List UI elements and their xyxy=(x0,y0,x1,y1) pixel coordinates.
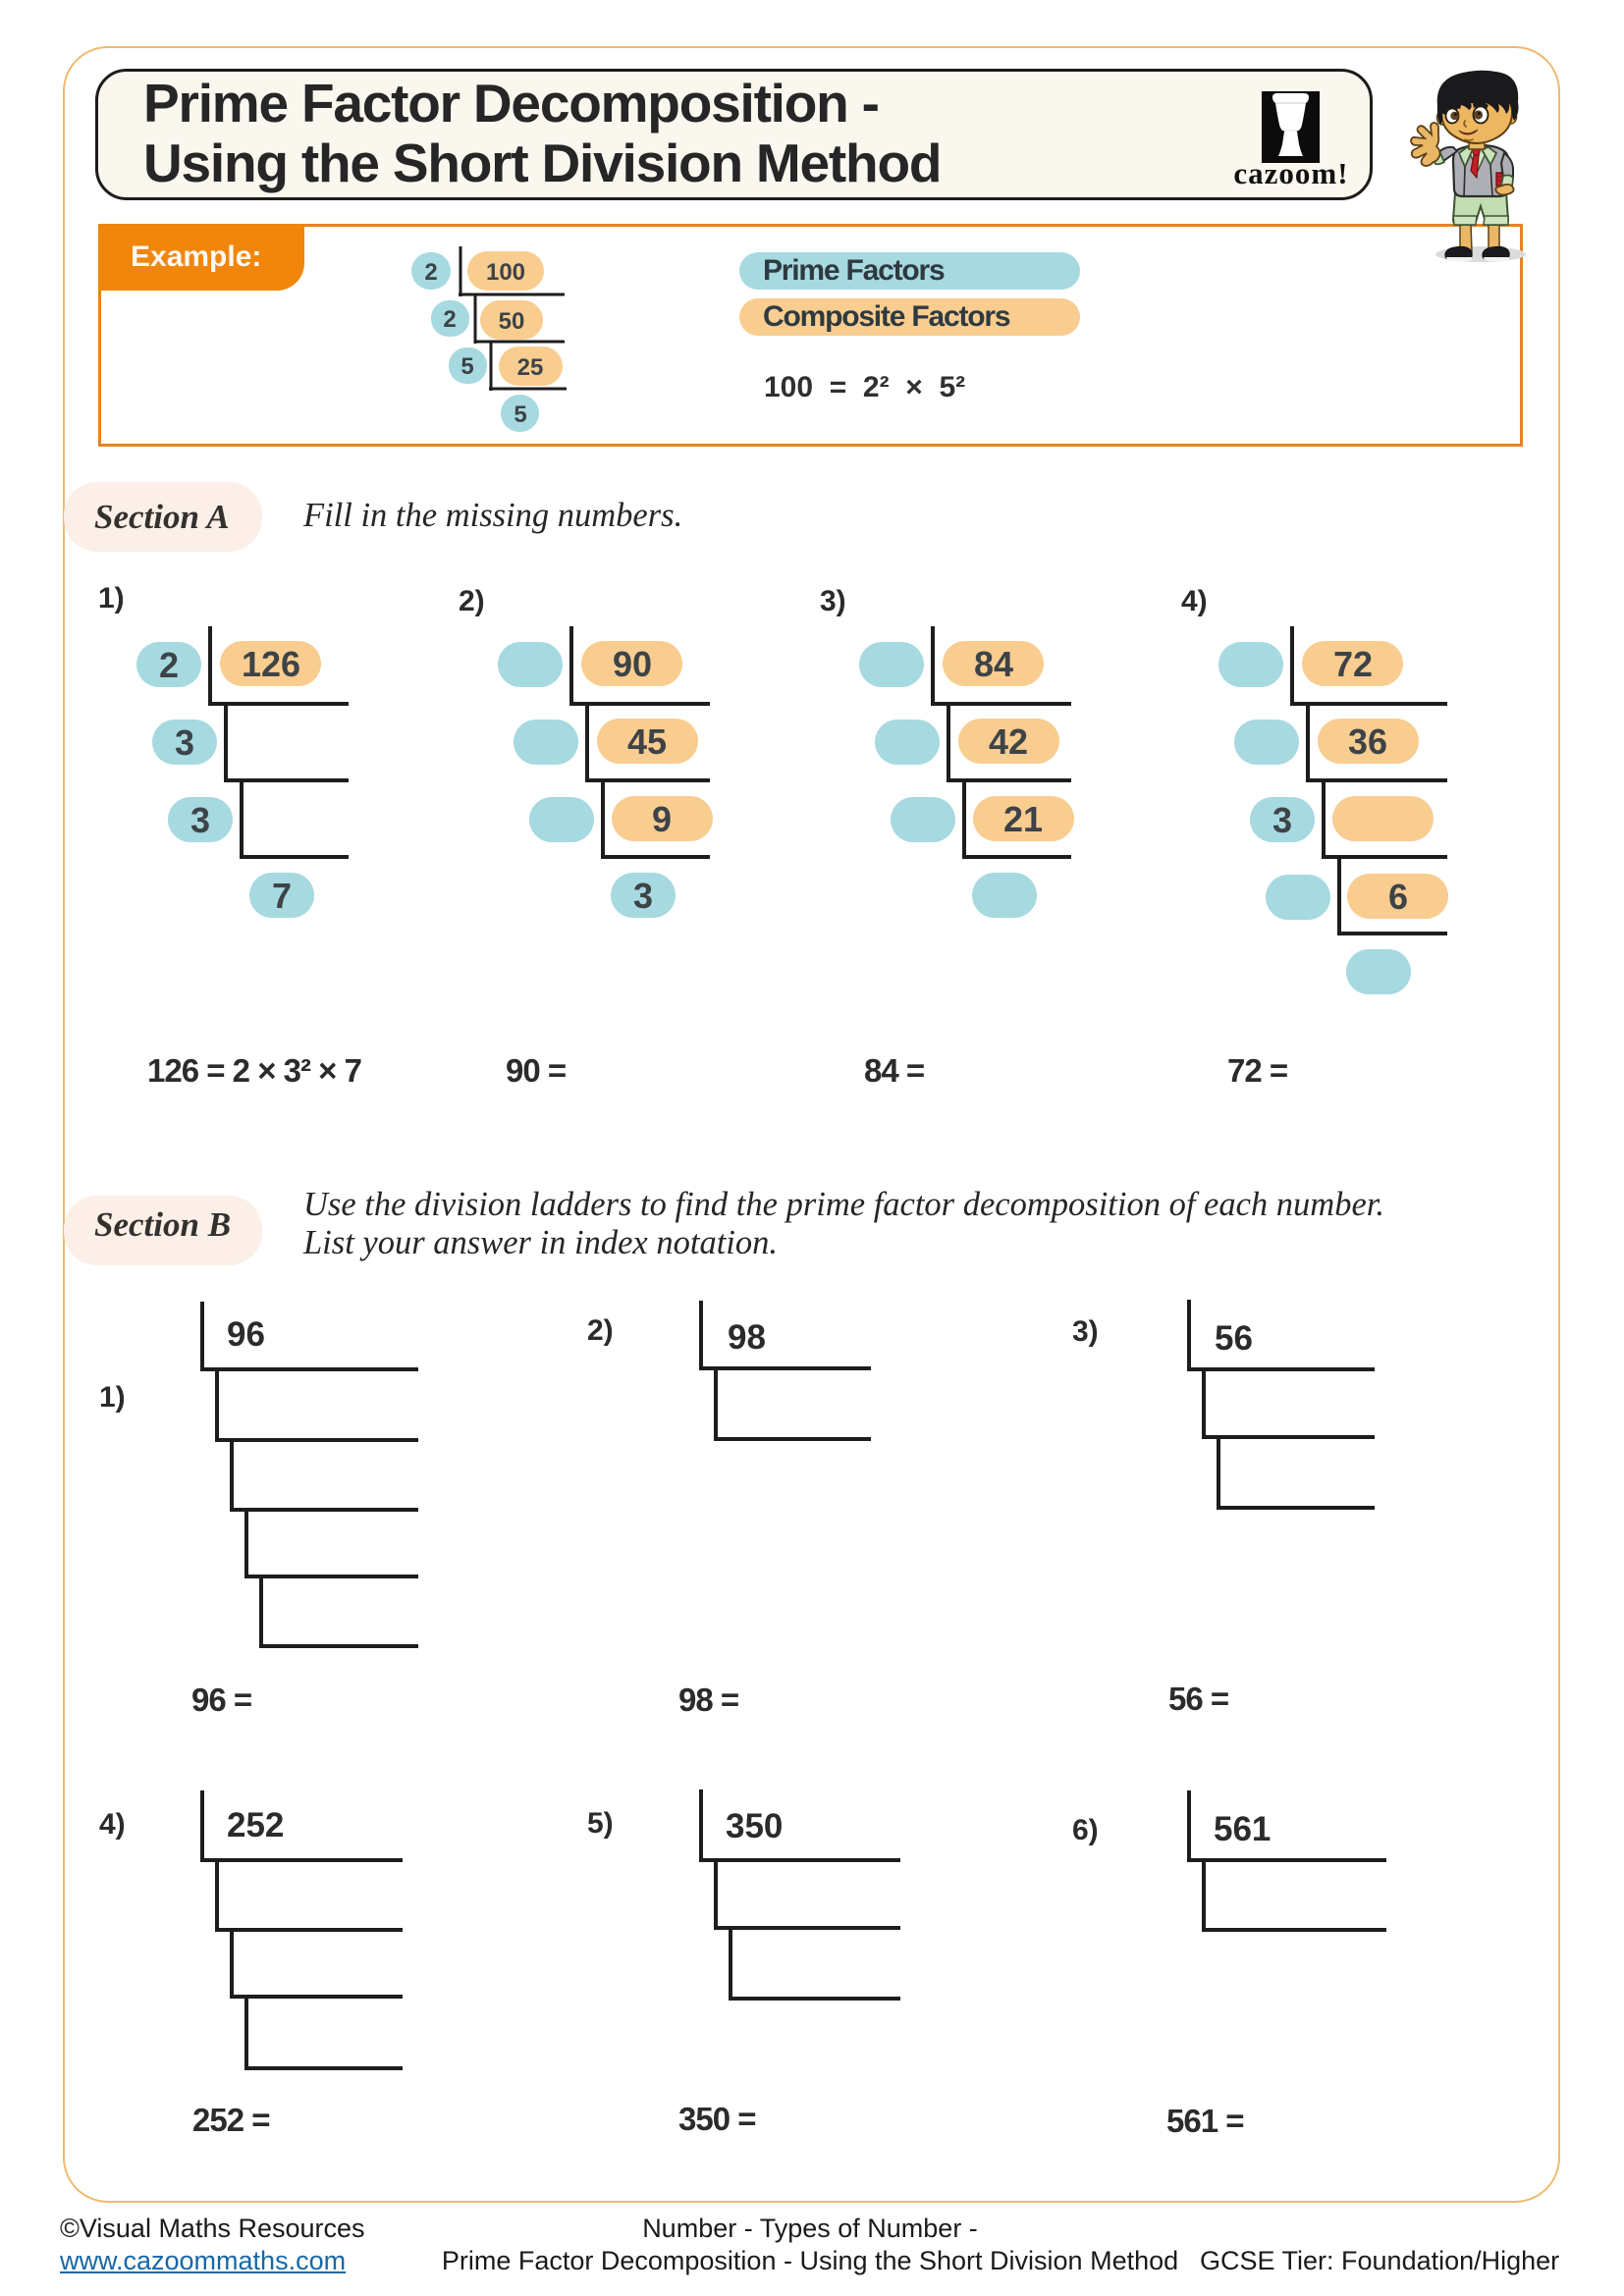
svg-text:3: 3 xyxy=(190,800,210,840)
svg-text:45: 45 xyxy=(627,721,667,762)
svg-text:252: 252 xyxy=(227,1806,284,1844)
svg-text:21: 21 xyxy=(1003,799,1043,839)
svg-text:561: 561 xyxy=(1214,1810,1271,1848)
svg-text:100: 100 xyxy=(486,259,525,286)
svg-text:5: 5 xyxy=(460,353,473,380)
svg-text:2: 2 xyxy=(159,645,179,685)
svg-text:2: 2 xyxy=(443,306,456,333)
svg-text:3: 3 xyxy=(175,722,194,763)
svg-text:3: 3 xyxy=(1272,800,1292,840)
svg-text:56: 56 xyxy=(1215,1319,1253,1358)
svg-text:25: 25 xyxy=(517,354,544,381)
svg-text:36: 36 xyxy=(1348,721,1387,762)
svg-text:9: 9 xyxy=(652,799,672,839)
svg-text:90: 90 xyxy=(613,644,652,684)
svg-text:7: 7 xyxy=(272,876,292,916)
svg-text:6: 6 xyxy=(1388,877,1408,917)
svg-text:50: 50 xyxy=(499,308,525,335)
svg-text:98: 98 xyxy=(728,1318,766,1357)
svg-text:42: 42 xyxy=(989,721,1028,762)
svg-text:2: 2 xyxy=(424,259,437,286)
svg-text:72: 72 xyxy=(1333,644,1373,684)
svg-text:126: 126 xyxy=(242,644,300,684)
svg-text:5: 5 xyxy=(514,401,526,428)
svg-text:350: 350 xyxy=(726,1807,783,1845)
svg-text:3: 3 xyxy=(633,876,653,916)
svg-text:96: 96 xyxy=(227,1315,265,1354)
svg-text:84: 84 xyxy=(974,644,1013,684)
